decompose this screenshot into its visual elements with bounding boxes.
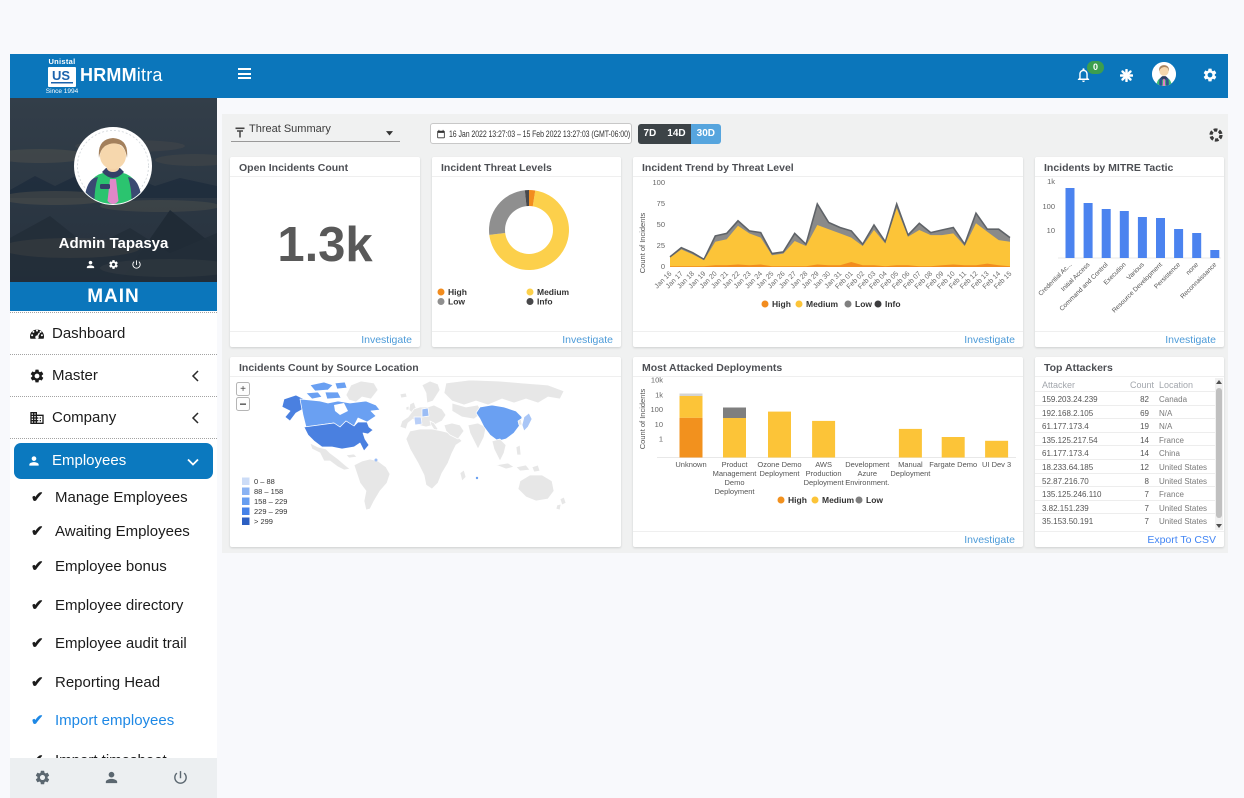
svg-text:100: 100 bbox=[650, 405, 663, 414]
svg-text:Medium: Medium bbox=[537, 287, 570, 297]
svg-text:1k: 1k bbox=[1047, 177, 1055, 186]
svg-text:Development: Development bbox=[845, 460, 890, 469]
svg-text:Deployment: Deployment bbox=[890, 469, 931, 478]
svg-text:10: 10 bbox=[655, 420, 663, 429]
svg-text:Demo: Demo bbox=[724, 478, 744, 487]
svg-text:US: US bbox=[52, 68, 70, 83]
svg-text:Count of Incidents: Count of Incidents bbox=[638, 213, 647, 274]
svg-text:1: 1 bbox=[659, 435, 663, 444]
svg-text:Fargate Demo: Fargate Demo bbox=[929, 460, 977, 469]
svg-text:Deployment: Deployment bbox=[759, 469, 800, 478]
svg-text:AWS: AWS bbox=[815, 460, 832, 469]
svg-text:Deployment: Deployment bbox=[714, 487, 755, 496]
svg-text:0 – 88: 0 – 88 bbox=[254, 477, 275, 486]
svg-text:10: 10 bbox=[1047, 226, 1055, 235]
svg-text:25: 25 bbox=[657, 241, 665, 250]
svg-text:> 299: > 299 bbox=[254, 517, 273, 526]
svg-text:Azure: Azure bbox=[858, 469, 878, 478]
svg-text:158 – 229: 158 – 229 bbox=[254, 497, 287, 506]
svg-text:229 – 299: 229 – 299 bbox=[254, 507, 287, 516]
svg-text:none: none bbox=[1185, 261, 1200, 276]
svg-text:Low: Low bbox=[448, 297, 465, 307]
svg-text:Ozone Demo: Ozone Demo bbox=[757, 460, 801, 469]
svg-text:10k: 10k bbox=[651, 377, 663, 385]
svg-text:Unknown: Unknown bbox=[675, 460, 706, 469]
svg-text:75: 75 bbox=[657, 199, 665, 208]
svg-text:Deployment: Deployment bbox=[804, 478, 845, 487]
svg-text:Count of Incidents: Count of Incidents bbox=[638, 389, 647, 450]
svg-text:UI Dev 3: UI Dev 3 bbox=[982, 460, 1011, 469]
svg-text:+: + bbox=[240, 384, 246, 395]
svg-text:Info: Info bbox=[885, 299, 901, 309]
svg-text:Management: Management bbox=[713, 469, 758, 478]
svg-text:88 – 158: 88 – 158 bbox=[254, 487, 283, 496]
svg-text:Low: Low bbox=[866, 495, 883, 505]
svg-text:Environment.: Environment. bbox=[845, 478, 889, 487]
svg-text:0: 0 bbox=[661, 262, 665, 271]
svg-text:Manual: Manual bbox=[898, 460, 923, 469]
svg-text:Medium: Medium bbox=[822, 495, 855, 505]
svg-text:Medium: Medium bbox=[806, 299, 839, 309]
svg-text:Low: Low bbox=[855, 299, 872, 309]
svg-text:High: High bbox=[448, 287, 467, 297]
svg-text:High: High bbox=[788, 495, 807, 505]
svg-text:Production: Production bbox=[806, 469, 842, 478]
svg-text:100: 100 bbox=[1042, 202, 1055, 211]
svg-text:Info: Info bbox=[537, 297, 553, 307]
svg-text:50: 50 bbox=[657, 220, 665, 229]
svg-text:High: High bbox=[772, 299, 791, 309]
svg-text:1k: 1k bbox=[655, 391, 663, 400]
svg-text:Product: Product bbox=[722, 460, 749, 469]
svg-text:100: 100 bbox=[652, 178, 665, 187]
